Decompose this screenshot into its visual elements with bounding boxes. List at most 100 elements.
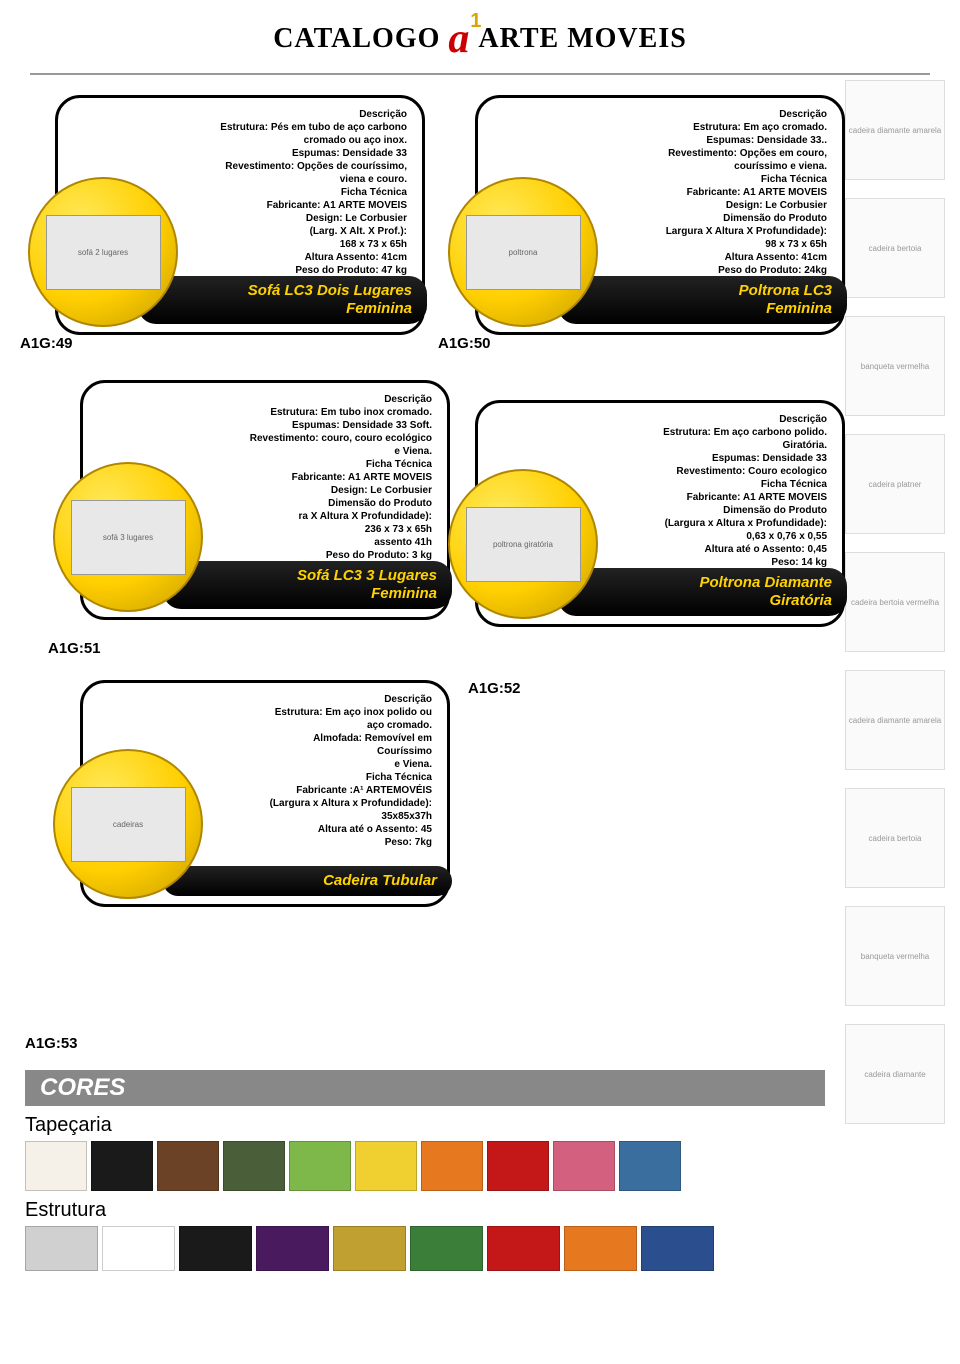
product-card: DescriçãoEstrutura: Pés em tubo de aço c… (55, 95, 425, 335)
desc-line: 35x85x37h (178, 810, 432, 823)
desc-line: Descrição (178, 693, 432, 706)
card-frame: DescriçãoEstrutura: Em aço cromado.Espum… (475, 95, 845, 335)
product-code: A1G:53 (25, 1035, 78, 1052)
desc-line: e Viena. (178, 758, 432, 771)
desc-line: Espumas: Densidade 33.. (573, 134, 827, 147)
side-thumb: cadeira diamante amarela (845, 670, 945, 770)
desc-line: Revestimento: Opções de couríssimo, (153, 160, 407, 173)
product-name-bar: Sofá LC3 3 LugaresFeminina (163, 561, 452, 609)
header-left: CATALOGO (273, 23, 440, 55)
desc-line: cromado ou aço inox. (153, 134, 407, 147)
desc-line: Almofada: Removível em (178, 732, 432, 745)
desc-line: Espumas: Densidade 33 (153, 147, 407, 160)
header-divider (30, 73, 930, 75)
desc-line: Fabricante: A1 ARTE MOVEIS (178, 471, 432, 484)
structure-swatch (410, 1226, 483, 1271)
desc-line: Estrutura: Em aço cromado. (573, 121, 827, 134)
desc-line: Fabricante: A1 ARTE MOVEIS (153, 199, 407, 212)
side-thumb: cadeira platner (845, 434, 945, 534)
logo-a1: a1 (448, 15, 470, 63)
product-image-badge: poltrona (448, 177, 598, 327)
product-image-badge: cadeiras (53, 749, 203, 899)
desc-line: Estrutura: Em tubo inox cromado. (178, 406, 432, 419)
desc-line: Dimensão do Produto (573, 212, 827, 225)
card-frame: DescriçãoEstrutura: Pés em tubo de aço c… (55, 95, 425, 335)
structure-swatch (333, 1226, 406, 1271)
product-card: DescriçãoEstrutura: Em aço carbono polid… (475, 400, 845, 627)
color-swatch (553, 1141, 615, 1191)
color-swatch (487, 1141, 549, 1191)
side-thumbnails: cadeira diamante amarelacadeira bertoiab… (845, 80, 955, 1142)
desc-line: Ficha Técnica (178, 771, 432, 784)
product-name-bar: Poltrona LC3Feminina (558, 276, 847, 324)
desc-line: Design: Le Corbusier (178, 484, 432, 497)
desc-line: Espumas: Densidade 33 (573, 452, 827, 465)
side-thumb: cadeira diamante amarela (845, 80, 945, 180)
product-name-bar: Poltrona DiamanteGiratória (558, 568, 847, 616)
color-swatch (25, 1141, 87, 1191)
catalog-header: CATALOGO a1 ARTE MOVEIS (0, 0, 960, 68)
product-card: DescriçãoEstrutura: Em aço cromado.Espum… (475, 95, 845, 335)
product-photo-placeholder: cadeiras (71, 787, 186, 862)
desc-line: Dimensão do Produto (178, 497, 432, 510)
desc-line: Ficha Técnica (573, 173, 827, 186)
colors-section: CORES Tapeçaria Estrutura (25, 1070, 845, 1271)
product-code: A1G:52 (468, 680, 521, 697)
desc-line: 0,63 x 0,76 x 0,55 (573, 530, 827, 543)
product-name-bar: Cadeira Tubular (163, 866, 452, 896)
desc-line: Ficha Técnica (178, 458, 432, 471)
product-card: DescriçãoEstrutura: Em tubo inox cromado… (80, 380, 450, 620)
product-image-badge: sofá 3 lugares (53, 462, 203, 612)
header-right: ARTE MOVEIS (478, 23, 686, 55)
product-code: A1G:51 (48, 640, 101, 657)
desc-line: Descrição (573, 413, 827, 426)
desc-line: Altura até o Assento: 45 (178, 823, 432, 836)
desc-line: Dimensão do Produto (573, 504, 827, 517)
product-photo-placeholder: sofá 3 lugares (71, 500, 186, 575)
desc-line: 98 x 73 x 65h (573, 238, 827, 251)
desc-line: 168 x 73 x 65h (153, 238, 407, 251)
color-swatch (355, 1141, 417, 1191)
desc-line: Design: Le Corbusier (573, 199, 827, 212)
desc-line: Estrutura: Em aço inox polido ou (178, 706, 432, 719)
structure-swatch (487, 1226, 560, 1271)
desc-line: Couríssimo (178, 745, 432, 758)
card-frame: DescriçãoEstrutura: Em aço inox polido o… (80, 680, 450, 907)
desc-line: Largura X Altura X Profundidade): (573, 225, 827, 238)
desc-line: (Largura x Altura x Profundidade): (573, 517, 827, 530)
desc-line: Estrutura: Pés em tubo de aço carbono (153, 121, 407, 134)
desc-line: Revestimento: Opções em couro, (573, 147, 827, 160)
side-thumb: cadeira bertoia (845, 198, 945, 298)
desc-line: Fabricante :A¹ ARTEMOVÉIS (178, 784, 432, 797)
desc-line: (Largura x Altura x Profundidade): (178, 797, 432, 810)
desc-line: Revestimento: Couro ecologico (573, 465, 827, 478)
product-code: A1G:50 (438, 335, 491, 352)
estrutura-label: Estrutura (25, 1199, 845, 1222)
desc-line: Altura Assento: 41cm (153, 251, 407, 264)
color-swatch (421, 1141, 483, 1191)
desc-line: viena e couro. (153, 173, 407, 186)
side-thumb: cadeira diamante (845, 1024, 945, 1124)
product-name-bar: Sofá LC3 Dois LugaresFeminina (138, 276, 427, 324)
color-swatch (619, 1141, 681, 1191)
product-image-badge: poltrona giratória (448, 469, 598, 619)
structure-swatch (256, 1226, 329, 1271)
desc-line: Descrição (573, 108, 827, 121)
colors-header: CORES (25, 1070, 825, 1106)
desc-line: ra X Altura X Profundidade): (178, 510, 432, 523)
desc-line: Altura Assento: 41cm (573, 251, 827, 264)
card-frame: DescriçãoEstrutura: Em tubo inox cromado… (80, 380, 450, 620)
desc-line: aço cromado. (178, 719, 432, 732)
desc-line: Descrição (178, 393, 432, 406)
desc-line: couríssimo e viena. (573, 160, 827, 173)
desc-line: Giratória. (573, 439, 827, 452)
desc-line: Ficha Técnica (153, 186, 407, 199)
side-thumb: cadeira bertoia (845, 788, 945, 888)
desc-line: (Larg. X Alt. X Prof.): (153, 225, 407, 238)
desc-line: e Viena. (178, 445, 432, 458)
card-frame: DescriçãoEstrutura: Em aço carbono polid… (475, 400, 845, 627)
product-photo-placeholder: sofá 2 lugares (46, 215, 161, 290)
desc-line: 236 x 73 x 65h (178, 523, 432, 536)
structure-swatch (102, 1226, 175, 1271)
desc-line: Fabricante: A1 ARTE MOVEIS (573, 491, 827, 504)
